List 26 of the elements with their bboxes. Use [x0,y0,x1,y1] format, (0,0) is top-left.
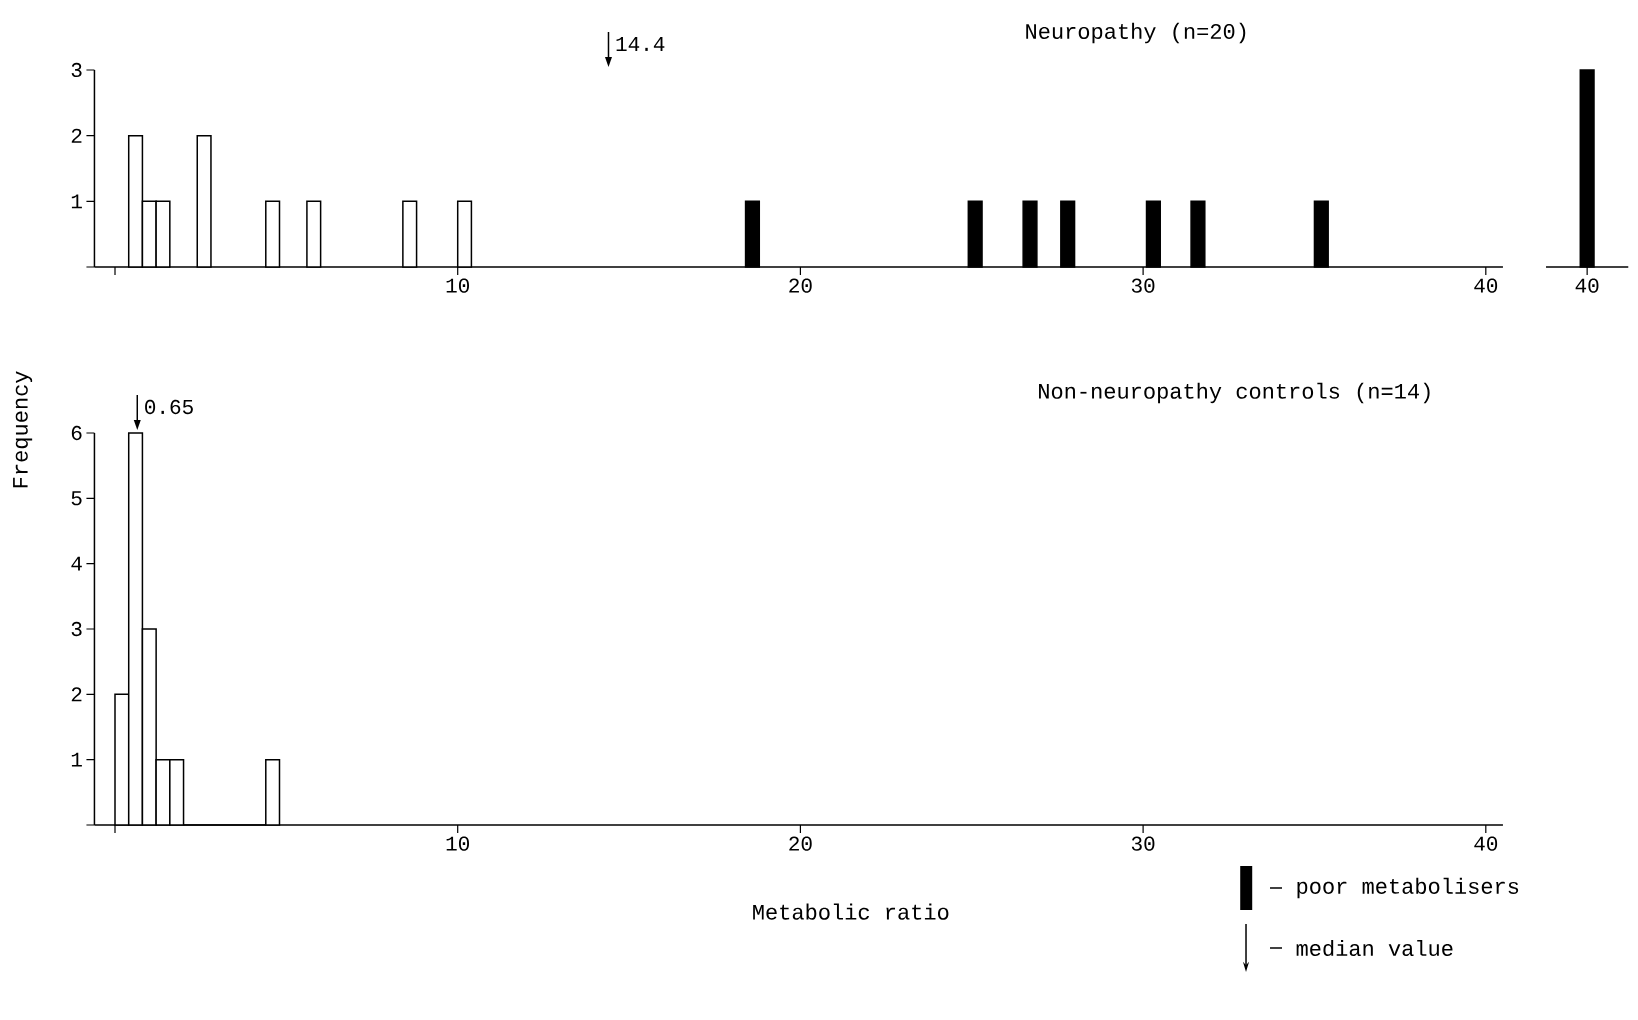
y-axis-title: Frequency [13,371,33,488]
x-tick-label: 40 [1575,278,1599,293]
y-tick-label: 3 [71,62,82,78]
y-tick-label: 2 [71,687,82,702]
ref-line-label: 0.65 [145,399,193,415]
x-tick-label: 10 [446,278,470,293]
x-tick-label: 20 [789,278,812,293]
chart-title: Neuropathy (n=20) [1026,22,1246,44]
x-tick-label: 30 [1131,836,1155,851]
x-tick-label: 20 [789,836,812,851]
x-tick-label: 30 [1131,278,1155,293]
y-tick-label: 1 [71,752,82,767]
y-tick-label: 3 [71,621,82,637]
x-tick-label: 40 [1474,278,1498,293]
y-tick-label: 2 [71,128,82,143]
ref-line-label: 14.4 [616,37,665,51]
y-tick-label: 6 [71,425,82,441]
x-tick-label: 10 [446,836,470,851]
y-tick-label: 4 [71,556,82,571]
x-axis-title: Metabolic ratio [753,903,949,920]
legend-label: poor metabolisers [1297,877,1519,899]
text: median value [1296,939,1453,957]
y-tick-label: 1 [71,194,82,209]
y-tick-label: 5 [71,491,82,506]
x-tick-label: 40 [1474,836,1498,851]
chart-title: Non-neuropathy controls (n=14) [1039,382,1430,404]
